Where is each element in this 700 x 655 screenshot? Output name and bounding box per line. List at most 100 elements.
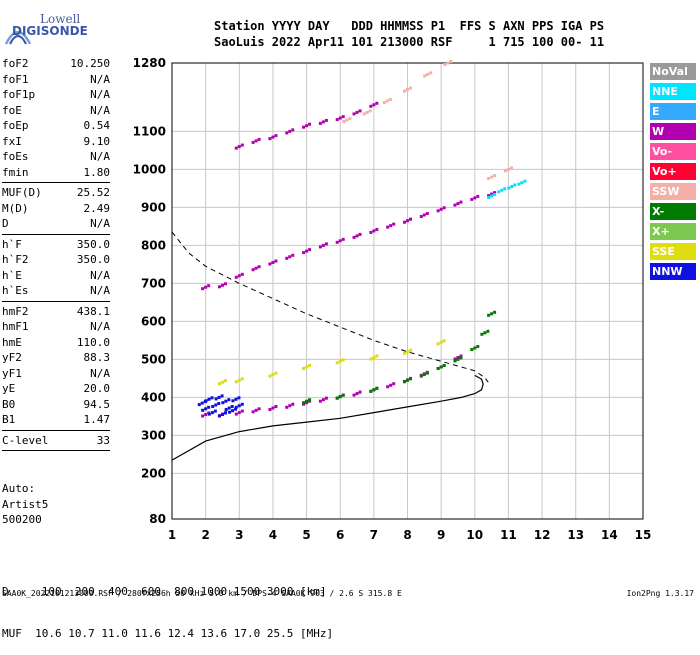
echo-point xyxy=(500,188,504,192)
echo-point xyxy=(268,137,272,141)
param-row: foEs N/A xyxy=(2,149,110,165)
param-row: yF1 N/A xyxy=(2,366,110,382)
footer-info: SAA0K_2022101213000.RSF / 280fx256h 50 k… xyxy=(2,589,402,598)
auto-program: Artist5 xyxy=(2,497,49,511)
echo-point xyxy=(392,382,396,386)
echo-point xyxy=(227,406,231,410)
param-value: 20.0 xyxy=(83,382,111,395)
echo-point xyxy=(220,380,224,384)
echo-point xyxy=(207,397,211,401)
echo-point xyxy=(271,135,275,139)
param-separator xyxy=(2,429,110,431)
x-tick-label: 3 xyxy=(235,528,243,542)
echo-point xyxy=(305,401,309,405)
echo-point xyxy=(406,88,409,92)
echo-point xyxy=(513,183,517,187)
param-row: foE N/A xyxy=(2,103,110,119)
y-tick-label: 600 xyxy=(141,314,166,328)
legend-item: SSE xyxy=(650,243,696,260)
muf-table: D 100 200 400 600 800 1000 1500 3000 [km… xyxy=(2,557,333,655)
echo-point xyxy=(231,399,235,403)
echo-point xyxy=(271,373,275,377)
echo-point xyxy=(321,398,325,402)
footer-version: Ion2Png 1.3.17 xyxy=(626,589,694,598)
echo-point xyxy=(318,121,322,125)
y-tick-label: 200 xyxy=(141,466,166,480)
echo-point xyxy=(274,405,278,409)
x-tick-label: 11 xyxy=(500,528,517,542)
logo-line1: Lowell xyxy=(40,12,81,26)
x-tick-label: 7 xyxy=(370,528,378,542)
param-row: foEp 0.54 xyxy=(2,118,110,134)
echo-point xyxy=(375,227,379,231)
y-tick-label: 1000 xyxy=(133,162,166,176)
echo-point xyxy=(382,101,386,104)
echo-point xyxy=(274,371,278,375)
echo-point xyxy=(291,402,295,406)
echo-point xyxy=(240,143,244,147)
echo-point xyxy=(214,403,218,407)
echo-point xyxy=(436,342,440,346)
echo-point xyxy=(406,219,409,223)
param-row: hmF1 N/A xyxy=(2,319,110,335)
echo-point xyxy=(254,266,258,270)
echo-point xyxy=(459,354,463,358)
echo-point xyxy=(368,109,372,113)
echo-point xyxy=(503,169,507,173)
echo-point xyxy=(220,394,224,398)
echo-point xyxy=(257,265,261,269)
echo-point xyxy=(210,396,214,400)
echo-point xyxy=(372,229,376,233)
echo-point xyxy=(406,378,409,382)
param-separator xyxy=(2,182,110,183)
echo-point xyxy=(237,411,241,415)
echo-point xyxy=(456,202,460,206)
echo-point xyxy=(234,397,238,401)
echo-point xyxy=(345,118,349,122)
legend: NoVal NNE E W Vo- Vo+ SSW X- X+ SSE NNW xyxy=(650,63,696,283)
echo-point xyxy=(425,371,429,375)
param-row: h`F2 350.0 xyxy=(2,252,110,268)
echo-point xyxy=(338,395,342,399)
echo-point xyxy=(453,359,457,363)
echo-point xyxy=(335,396,339,400)
echo-point xyxy=(234,380,238,384)
x-tick-label: 6 xyxy=(336,528,344,542)
param-row: yF2 88.3 xyxy=(2,350,110,366)
param-value: 9.10 xyxy=(83,134,111,148)
x-tick-label: 2 xyxy=(201,528,209,542)
echo-point xyxy=(490,175,494,179)
echo-point xyxy=(375,354,379,358)
echo-point xyxy=(217,414,221,418)
echo-point xyxy=(439,365,443,369)
echo-point xyxy=(470,197,474,201)
param-value: 0.54 xyxy=(83,119,111,132)
echo-point xyxy=(254,139,258,143)
echo-point xyxy=(213,409,217,413)
echo-point xyxy=(497,190,501,194)
echo-point xyxy=(493,174,497,177)
echo-point xyxy=(234,407,238,411)
param-value: N/A xyxy=(90,103,110,117)
echo-point xyxy=(493,310,497,314)
echo-point xyxy=(318,245,322,249)
echo-point xyxy=(388,98,392,101)
echo-point xyxy=(302,251,306,255)
param-separator xyxy=(2,300,110,302)
param-row: B1 1.47 xyxy=(2,412,110,428)
param-value: N/A xyxy=(90,88,110,101)
param-value: N/A xyxy=(90,150,110,163)
y-tick-label: 700 xyxy=(141,276,166,290)
echo-point xyxy=(365,110,369,114)
echo-point xyxy=(476,194,480,198)
echo-point xyxy=(487,196,491,199)
echo-point xyxy=(389,383,393,387)
echo-point xyxy=(217,395,221,399)
x-tick-label: 8 xyxy=(403,528,411,542)
echo-point xyxy=(302,367,306,370)
echo-point xyxy=(204,285,208,289)
echo-point xyxy=(419,374,423,378)
echo-point xyxy=(493,193,497,196)
param-label: fmin xyxy=(2,165,29,179)
echo-point xyxy=(506,167,510,171)
